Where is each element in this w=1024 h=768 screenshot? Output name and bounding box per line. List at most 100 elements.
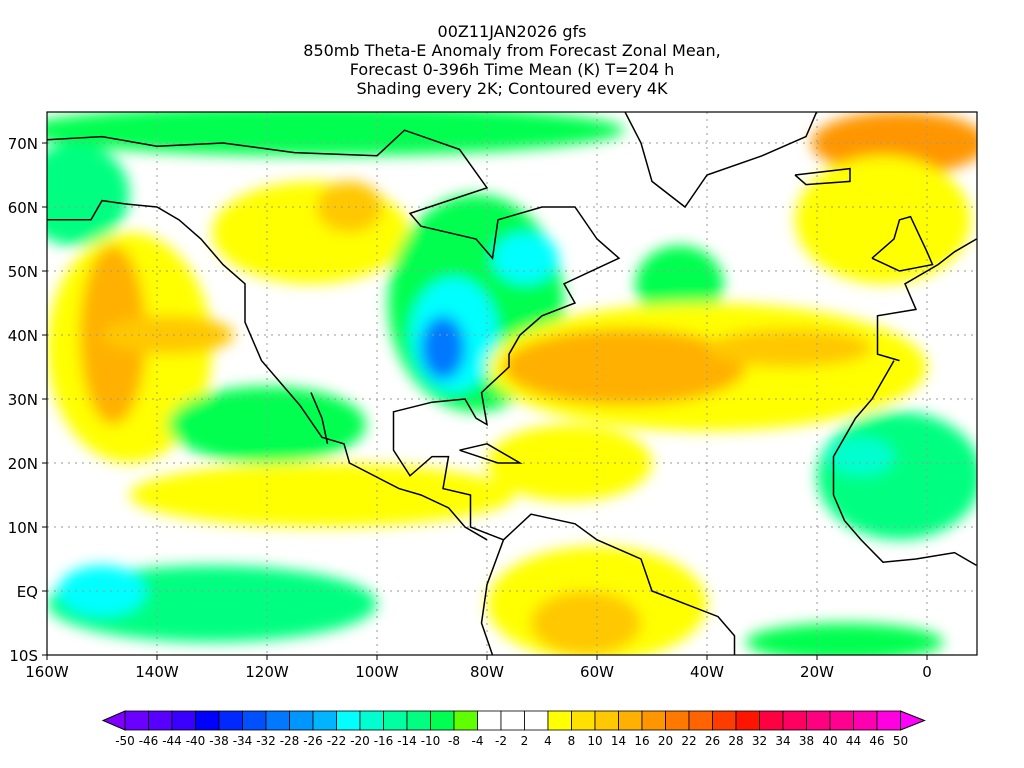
colorbar-swatch xyxy=(688,710,713,731)
colorbar-label: -14 xyxy=(397,734,417,748)
colorbar-swatch xyxy=(829,710,854,731)
coastline xyxy=(459,443,523,464)
anomaly-europe-yellow xyxy=(795,155,971,284)
colorbar-swatch xyxy=(218,710,243,731)
coastline xyxy=(47,129,621,655)
colorbar-swatch xyxy=(806,710,831,731)
colorbar-label: -50 xyxy=(115,734,135,748)
anomaly-atlantic-orange-e xyxy=(707,328,872,367)
colorbar-swatch xyxy=(453,710,478,731)
colorbar-label: 38 xyxy=(799,734,814,748)
coastlines xyxy=(47,112,977,655)
colorbar-label: -38 xyxy=(209,734,229,748)
colorbar-swatch xyxy=(735,710,760,731)
colorbar-swatch xyxy=(759,710,784,731)
anomaly-trop-pac-cyan xyxy=(58,565,146,617)
colorbar-label: 8 xyxy=(568,734,576,748)
colorbar-swatch xyxy=(195,710,220,731)
x-tick-label: 40W xyxy=(690,663,724,681)
colorbar-label: 28 xyxy=(728,734,743,748)
colorbar-swatch xyxy=(618,710,643,731)
x-tick-label: 120W xyxy=(245,663,289,681)
x-tick-label: 100W xyxy=(355,663,399,681)
anomaly-caribbean-yellow xyxy=(487,424,652,502)
colorbar-label: 34 xyxy=(775,734,790,748)
coastline xyxy=(624,112,818,209)
colorbar-under-arrow xyxy=(101,710,126,731)
colorbar-swatch xyxy=(641,710,666,731)
colorbar-swatch xyxy=(712,710,737,731)
colorbar-label: -34 xyxy=(233,734,253,748)
colorbar-label: 22 xyxy=(681,734,696,748)
anomaly-alaska-green xyxy=(47,143,130,246)
anomaly-atlantic-orange xyxy=(503,328,746,406)
title-line-4: Shading every 2K; Contoured every 4K xyxy=(356,79,668,98)
y-tick-label: 70N xyxy=(8,135,38,153)
colorbar-swatch xyxy=(477,710,502,731)
colorbar-swatch xyxy=(547,710,572,731)
colorbar-swatch xyxy=(383,710,408,731)
anomaly-east-na-blue xyxy=(421,315,465,380)
coastline xyxy=(502,513,736,655)
colorbar-label: -10 xyxy=(421,734,441,748)
colorbar-label: -8 xyxy=(448,734,460,748)
colorbar-label: -22 xyxy=(327,734,347,748)
colorbar-label: 20 xyxy=(658,734,673,748)
colorbar-label: 14 xyxy=(611,734,626,748)
x-tick-label: 0 xyxy=(922,663,932,681)
colorbar-swatch xyxy=(312,710,337,731)
anomaly-s-atl-green xyxy=(745,623,944,655)
x-tick-label: 20W xyxy=(800,663,834,681)
colorbar-label: 16 xyxy=(634,734,649,748)
colorbar-swatch xyxy=(359,710,384,731)
anomaly-africa-cyan xyxy=(828,437,894,476)
coastline xyxy=(871,215,934,272)
colorbar-swatch xyxy=(500,710,525,731)
coastline xyxy=(47,199,488,541)
colorbar-swatch xyxy=(289,710,314,731)
colorbar-label: -28 xyxy=(280,734,300,748)
coastline xyxy=(794,167,851,186)
colorbar-swatch xyxy=(336,710,361,731)
coastline xyxy=(310,392,329,444)
anomaly-east-pac-green xyxy=(168,386,366,463)
plot-frame xyxy=(46,111,978,656)
colorbar-label: -46 xyxy=(139,734,159,748)
colorbar-label: 40 xyxy=(822,734,837,748)
colorbar-label: -4 xyxy=(472,734,484,748)
colorbar-label: 2 xyxy=(521,734,529,748)
x-tick-label: 80W xyxy=(470,663,504,681)
y-tick-label: 20N xyxy=(8,455,38,473)
colorbar-label: 10 xyxy=(587,734,602,748)
colorbar-label: 26 xyxy=(705,734,720,748)
colorbar-swatch xyxy=(665,710,690,731)
y-tick-label: 50N xyxy=(8,263,38,281)
colorbar-over-arrow xyxy=(900,710,926,731)
colorbar-swatch xyxy=(148,710,173,731)
colorbar-label: 4 xyxy=(544,734,552,748)
colorbar-label: -2 xyxy=(495,734,507,748)
colorbar-swatch xyxy=(594,710,619,731)
colorbar-label: -32 xyxy=(256,734,276,748)
colorbar-swatch xyxy=(242,710,267,731)
colorbar-label: -16 xyxy=(374,734,394,748)
axis-ticks: 160W 140W 120W 100W 80W 60W 40W 20W 0 70N 60N 50N 40… xyxy=(8,135,932,681)
coastline xyxy=(876,238,977,362)
colorbar-label: 46 xyxy=(869,734,884,748)
colorbar-swatch xyxy=(571,710,596,731)
y-tick-label: 40N xyxy=(8,327,38,345)
colorbar: -50 -46 -44 -40 -38 -34 -32 -28 -26 -22 -20 -16 -14-… xyxy=(101,710,926,748)
x-tick-label: 60W xyxy=(580,663,614,681)
colorbar-label: -26 xyxy=(303,734,323,748)
colorbar-swatch xyxy=(876,710,901,731)
x-tick-label: 140W xyxy=(135,663,179,681)
colorbar-swatch xyxy=(782,710,807,731)
anomaly-quebec-cyan xyxy=(492,232,559,284)
colorbar-swatch xyxy=(524,710,549,731)
title-line-3: Forecast 0-396h Time Mean (K) T=204 h xyxy=(349,60,675,79)
colorbar-swatch xyxy=(406,710,431,731)
colorbar-swatch xyxy=(853,710,878,731)
anomaly-africa-green xyxy=(817,411,977,540)
gridlines xyxy=(47,112,977,655)
anomaly-canada-yellow xyxy=(212,181,410,284)
